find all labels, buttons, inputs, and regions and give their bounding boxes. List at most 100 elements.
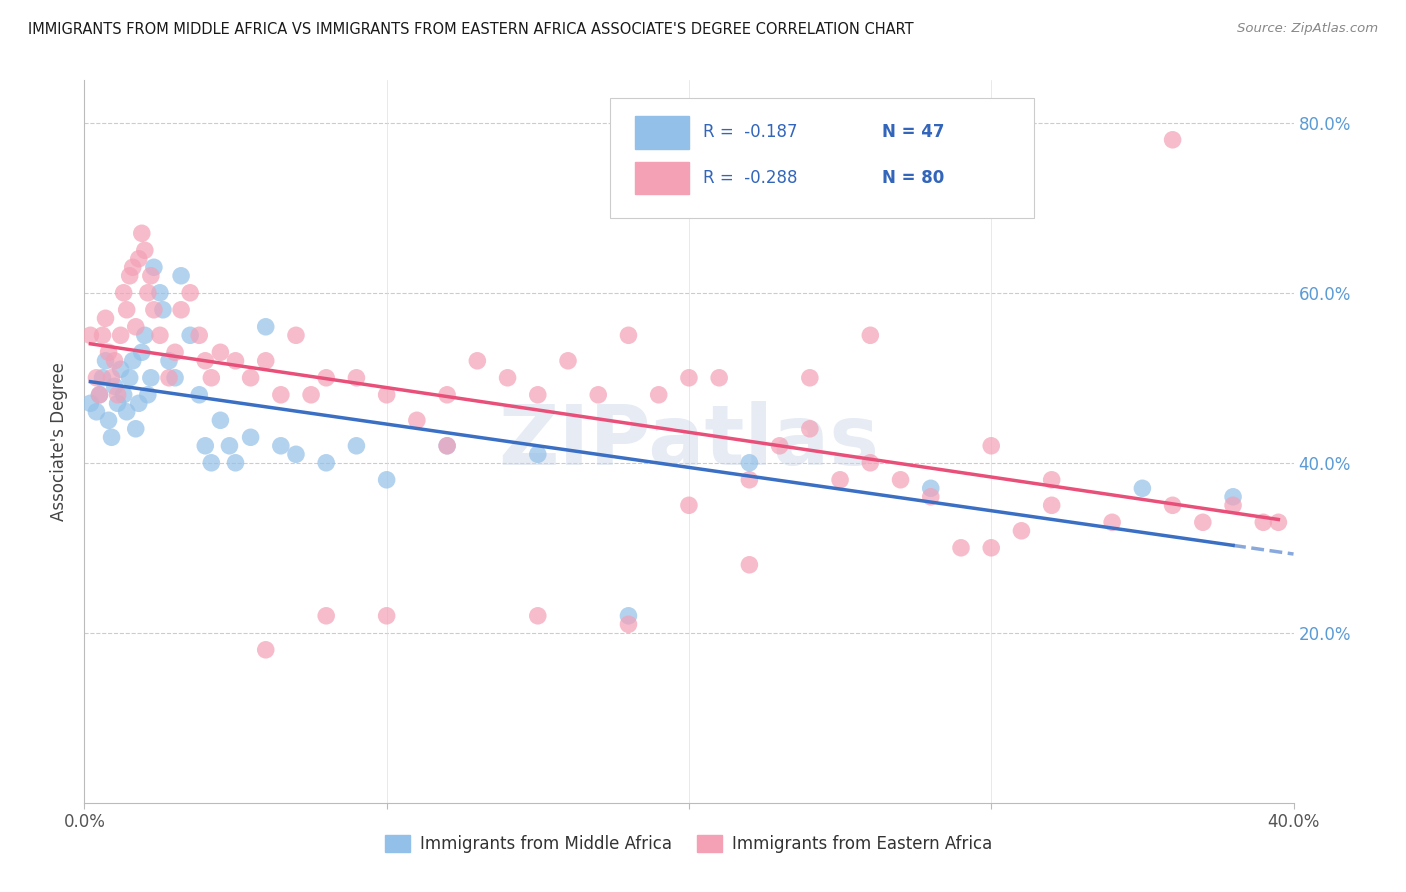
Point xyxy=(112,388,135,402)
Point xyxy=(315,456,337,470)
Point xyxy=(139,268,162,283)
Point xyxy=(134,328,156,343)
Point xyxy=(1192,516,1215,530)
Point xyxy=(980,541,1002,555)
Point xyxy=(188,388,211,402)
Point xyxy=(527,388,550,402)
Bar xyxy=(634,161,689,194)
Point xyxy=(110,362,132,376)
Point xyxy=(128,252,150,266)
Point xyxy=(142,260,165,275)
Point xyxy=(1040,473,1063,487)
Point xyxy=(170,302,193,317)
Point xyxy=(270,388,292,402)
Point xyxy=(799,371,821,385)
Point xyxy=(79,396,101,410)
Point xyxy=(149,285,172,300)
Point xyxy=(104,379,127,393)
Point xyxy=(436,439,458,453)
Point xyxy=(1161,498,1184,512)
Text: R =  -0.288: R = -0.288 xyxy=(703,169,799,186)
Point xyxy=(89,388,111,402)
Legend: Immigrants from Middle Africa, Immigrants from Eastern Africa: Immigrants from Middle Africa, Immigrant… xyxy=(378,828,1000,860)
Point xyxy=(1267,516,1289,530)
Point xyxy=(890,473,912,487)
FancyBboxPatch shape xyxy=(610,98,1033,218)
Point xyxy=(1253,516,1275,530)
Bar xyxy=(634,116,689,149)
Point xyxy=(79,328,101,343)
Point xyxy=(299,388,322,402)
Point xyxy=(859,456,882,470)
Point xyxy=(200,371,222,385)
Point xyxy=(97,345,120,359)
Point xyxy=(738,558,761,572)
Point xyxy=(375,473,398,487)
Point xyxy=(769,439,792,453)
Point xyxy=(131,227,153,241)
Point xyxy=(209,413,232,427)
Point xyxy=(170,268,193,283)
Point xyxy=(617,608,640,623)
Point xyxy=(436,388,458,402)
Point xyxy=(346,439,368,453)
Text: N = 47: N = 47 xyxy=(883,123,945,141)
Point xyxy=(270,439,292,453)
Point xyxy=(1040,498,1063,512)
Point xyxy=(254,319,277,334)
Point xyxy=(617,617,640,632)
Y-axis label: Associate's Degree: Associate's Degree xyxy=(51,362,69,521)
Point xyxy=(859,328,882,343)
Point xyxy=(1130,481,1153,495)
Point xyxy=(239,371,262,385)
Point xyxy=(1161,133,1184,147)
Point xyxy=(125,422,148,436)
Point xyxy=(131,345,153,359)
Point xyxy=(200,456,222,470)
Point xyxy=(134,244,156,258)
Point xyxy=(97,413,120,427)
Point xyxy=(104,353,127,368)
Point xyxy=(1222,490,1244,504)
Point xyxy=(285,447,308,461)
Point xyxy=(121,353,143,368)
Point xyxy=(115,405,138,419)
Point xyxy=(157,353,180,368)
Point xyxy=(375,608,398,623)
Point xyxy=(375,388,398,402)
Point xyxy=(218,439,240,453)
Point xyxy=(194,439,217,453)
Text: IMMIGRANTS FROM MIDDLE AFRICA VS IMMIGRANTS FROM EASTERN AFRICA ASSOCIATE'S DEGR: IMMIGRANTS FROM MIDDLE AFRICA VS IMMIGRA… xyxy=(28,22,914,37)
Point xyxy=(738,456,761,470)
Point xyxy=(254,642,277,657)
Point xyxy=(91,371,114,385)
Point xyxy=(94,311,117,326)
Point xyxy=(118,268,141,283)
Text: N = 80: N = 80 xyxy=(883,169,945,186)
Text: ZIPatlas: ZIPatlas xyxy=(499,401,879,482)
Point xyxy=(315,608,337,623)
Point xyxy=(194,353,217,368)
Point xyxy=(617,328,640,343)
Point xyxy=(165,345,187,359)
Point xyxy=(179,328,201,343)
Point xyxy=(128,396,150,410)
Point xyxy=(1222,498,1244,512)
Point xyxy=(86,405,108,419)
Point xyxy=(107,396,129,410)
Point xyxy=(1101,516,1123,530)
Point xyxy=(588,388,610,402)
Point xyxy=(118,371,141,385)
Text: Source: ZipAtlas.com: Source: ZipAtlas.com xyxy=(1237,22,1378,36)
Point xyxy=(149,328,172,343)
Point xyxy=(709,371,731,385)
Point xyxy=(152,302,174,317)
Point xyxy=(165,371,187,385)
Text: R =  -0.187: R = -0.187 xyxy=(703,123,799,141)
Point xyxy=(527,608,550,623)
Point xyxy=(678,498,700,512)
Point xyxy=(136,285,159,300)
Point xyxy=(799,422,821,436)
Point xyxy=(91,328,114,343)
Point xyxy=(557,353,579,368)
